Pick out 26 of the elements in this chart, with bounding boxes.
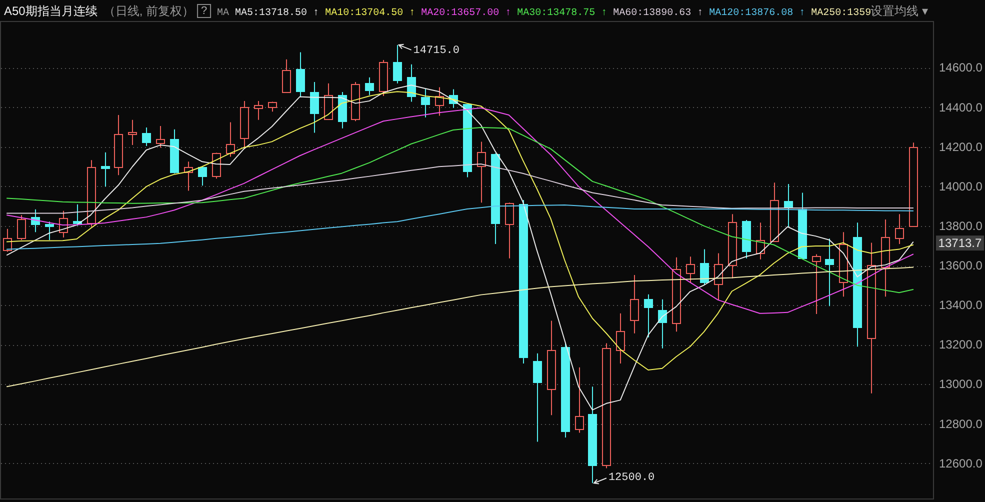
y-tick-label: 14400.0	[939, 100, 982, 114]
legend-title: MA	[217, 8, 230, 19]
title: A50期指当月连续	[4, 4, 98, 18]
y-tick-label: 13600.0	[939, 258, 982, 273]
y-tick-label: 13200.0	[939, 338, 982, 352]
legend-entry: MA10:13704.50 ↑	[325, 8, 416, 19]
legend-entry: MA60:13890.63 ↑	[613, 8, 704, 19]
legend-entry: MA30:13478.75 ↑	[517, 8, 608, 19]
legend-entry: MA250:1359	[811, 8, 872, 19]
y-tick-label: 13800.0	[939, 218, 982, 233]
y-tick-label: 14600.0	[939, 60, 982, 75]
y-tick-label: 13000.0	[939, 377, 982, 392]
legend-entry: MA120:13876.08 ↑	[709, 8, 806, 19]
annotation: 设置均线 ▾	[870, 4, 928, 18]
legend-entry: MA20:13657.00 ↑	[421, 8, 512, 19]
y-tick-label: 14200.0	[939, 140, 982, 154]
subtitle: （日线, 前复权）	[103, 4, 194, 18]
annotation: 13713.7	[938, 236, 982, 250]
y-tick-label: 13400.0	[939, 298, 982, 312]
legend-entry: MA5:13718.50 ↑	[235, 8, 320, 19]
y-tick-label: 12800.0	[939, 416, 982, 431]
annotation: ?	[200, 5, 208, 17]
annotation: 12500.0	[608, 472, 655, 484]
annotation: 14715.0	[413, 44, 460, 57]
y-tick-label: 12600.0	[939, 456, 982, 470]
y-tick-label: 14000.0	[939, 179, 982, 194]
